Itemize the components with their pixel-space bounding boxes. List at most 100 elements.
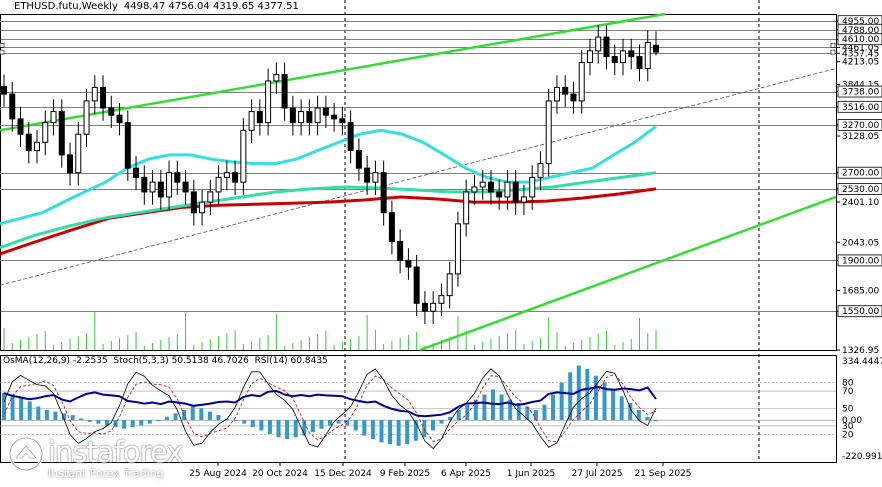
last-price-marker-left <box>0 49 5 55</box>
candle-body <box>58 111 65 156</box>
level-tag-box <box>837 254 882 267</box>
osma-bar <box>362 420 367 436</box>
osma-bar <box>430 420 435 431</box>
osma-bar <box>96 420 101 424</box>
osma-bar <box>267 420 272 434</box>
symbol-label: ETHUSD.futu,Weekly <box>14 1 118 12</box>
ma-red-line <box>0 187 657 256</box>
candle-body <box>34 141 41 152</box>
level-tag-label: 3270.00 <box>842 121 879 131</box>
chart-header: ETHUSD.futu,Weekly 4498.47 4756.04 4319.6… <box>14 1 299 12</box>
osma-bar <box>379 420 384 443</box>
candle-body <box>265 80 272 124</box>
rsi-line <box>3 385 657 418</box>
osma-bar <box>602 382 607 421</box>
ohlc-label: 4498.47 4756.04 4319.65 4377.51 <box>123 1 299 12</box>
candle-body <box>124 122 131 169</box>
last-price-marker-left <box>0 43 5 48</box>
osma-bar <box>199 408 204 421</box>
osma-bar <box>207 411 212 421</box>
osma-bar <box>2 392 6 421</box>
candle-body <box>50 111 57 124</box>
osma-bar <box>19 397 24 421</box>
level-tag-label: 4955.00 <box>842 17 879 27</box>
price-tick-label: 4213.05 <box>842 58 879 68</box>
candle-body <box>405 259 412 268</box>
price-tick-label: 4461.05 <box>842 43 879 53</box>
level-tag-box <box>837 33 882 46</box>
indicator-tick-label: 80 <box>842 378 854 388</box>
candle-body <box>141 176 148 193</box>
candle-body <box>100 86 107 109</box>
level-tag-box <box>837 85 882 98</box>
osma-bar <box>302 420 307 436</box>
candle-body <box>166 172 173 198</box>
osma-bar <box>216 415 221 421</box>
osma-bar <box>576 365 581 421</box>
candle-body <box>240 129 247 183</box>
level-tag-box <box>837 183 882 195</box>
candle-body <box>248 111 255 131</box>
candle-body <box>446 273 453 297</box>
candle-body <box>628 50 635 58</box>
candle-body <box>562 86 569 95</box>
osma-bar <box>156 420 161 422</box>
candle-body <box>1 86 7 95</box>
stoch-main-line <box>3 368 657 450</box>
candle-body <box>636 56 643 69</box>
x-axis-label: 6 Apr 2025 <box>441 469 491 479</box>
osma-bar <box>525 406 530 421</box>
osma-bar <box>499 394 504 421</box>
price-tick-label: 4357.45 <box>842 49 879 59</box>
indicator-tick-label: 0.00 <box>842 416 862 426</box>
candle-body <box>487 181 494 193</box>
level-tag-box <box>837 119 882 131</box>
candle-body <box>273 74 280 82</box>
candle-body <box>537 163 544 178</box>
level-tag-label: 1550.00 <box>842 307 879 317</box>
candle-body <box>298 111 305 124</box>
candle-body <box>421 302 428 312</box>
osma-bar <box>10 394 15 421</box>
osma-bar <box>250 420 255 428</box>
osma-bar <box>568 372 573 421</box>
osma-bar <box>456 409 461 421</box>
candle-body <box>9 93 16 120</box>
candle-body <box>529 176 536 198</box>
candle-body <box>174 172 181 183</box>
osma-bar <box>36 406 41 421</box>
osma-bar <box>173 413 178 421</box>
osma-bar <box>122 420 127 429</box>
watermark-logo: instaforex Instant Forex Trading <box>6 432 196 480</box>
candle-body <box>207 191 214 203</box>
osma-bar <box>70 415 75 421</box>
price-tick-label: 2401.10 <box>842 198 879 208</box>
ma-teal-line <box>0 171 657 250</box>
candle-body <box>339 118 346 124</box>
osma-bar <box>87 420 92 422</box>
osma-bar <box>79 418 84 421</box>
osma-bar <box>345 420 350 426</box>
candle-body <box>108 107 115 116</box>
candle-body <box>199 201 206 214</box>
candle-body <box>355 150 362 169</box>
osma-bar <box>636 409 641 421</box>
osma-bar <box>413 420 418 441</box>
candle-body <box>190 191 197 214</box>
x-axis-label: 9 Feb 2025 <box>380 469 430 479</box>
level-tag-label: 3738.00 <box>842 88 879 98</box>
candle-body <box>75 133 82 174</box>
candle-body <box>553 86 560 102</box>
candle-body <box>149 181 156 193</box>
candle-body <box>314 107 321 124</box>
candle-body <box>438 295 445 304</box>
osma-bar <box>611 389 616 421</box>
osma-bar <box>559 382 564 421</box>
osma-bar <box>276 420 281 438</box>
candle-body <box>347 122 354 152</box>
candle-body <box>504 181 511 198</box>
candle-body <box>25 133 32 152</box>
osma-bar <box>542 404 547 421</box>
level-tag-label: 4610.00 <box>842 35 879 45</box>
